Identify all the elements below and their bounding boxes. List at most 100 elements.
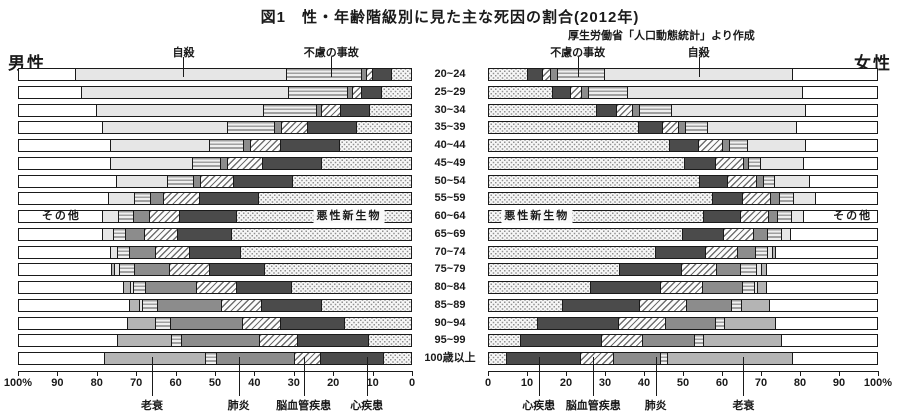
male-axis-tick (136, 371, 138, 376)
age-label-100歳以上: 100歳以上 (424, 352, 476, 364)
bar-segment-肺炎 (156, 299, 222, 311)
age-label-70~74: 70~74 (434, 245, 466, 258)
bar-segment-老衰 (760, 264, 766, 276)
bar-segment-その他 (803, 157, 877, 169)
bar-segment-不慮の事故 (660, 353, 667, 364)
bar-segment-不慮の事故 (226, 122, 274, 134)
age-label-30~34: 30~34 (434, 103, 466, 116)
male-axis-tick-label: 60 (169, 377, 182, 389)
bar-segment-脳血管疾患 (143, 228, 178, 240)
bar-segment-自殺 (670, 104, 806, 116)
bar-row-female-20~24 (488, 68, 878, 81)
bar-segment-不慮の事故 (587, 86, 627, 98)
female-axis-tick-label: 30 (598, 377, 612, 389)
bar-segment-不慮の事故 (119, 264, 134, 276)
bar-segment-自殺 (747, 140, 806, 151)
bar-segment-自殺 (767, 246, 773, 258)
bar-row-female-45~49 (488, 156, 878, 170)
bar-segment-その他 (19, 86, 81, 98)
bar-segment-悪性新生物 (489, 140, 669, 151)
bar-segment-自殺 (80, 86, 289, 98)
bar-segment-その他 (19, 211, 102, 222)
bar-segment-老衰 (703, 335, 781, 347)
inline-label-悪性新生物: 悪性新生物 (313, 210, 385, 223)
bar-segment-その他 (801, 86, 877, 98)
bar-segment-脳血管疾患 (280, 122, 307, 134)
bar-segment-不慮の事故 (730, 299, 742, 311)
bar-segment-悪性新生物 (489, 86, 553, 98)
bar-segment-老衰 (724, 317, 775, 329)
bar-segment-不慮の事故 (112, 228, 126, 240)
bar-row-male-35~39 (18, 121, 412, 135)
bar-segment-心疾患 (297, 335, 368, 347)
bar-segment-心疾患 (372, 69, 391, 80)
bar-row-female-90~94 (488, 316, 878, 330)
bar-segment-心疾患 (527, 69, 542, 80)
bar-segment-悪性新生物 (489, 299, 562, 311)
bar-segment-老衰 (741, 299, 770, 311)
male-axis-tick-label: 90 (51, 377, 64, 389)
bar-segment-悪性新生物 (338, 140, 412, 151)
bar-segment-悪性新生物 (321, 157, 411, 169)
bar-row-female-65~69 (488, 227, 878, 241)
bar-segment-自殺 (107, 193, 134, 205)
bar-segment-自殺 (603, 69, 792, 80)
bar-segment-心疾患 (683, 157, 716, 169)
male-axis-tick-label: 40 (248, 377, 261, 389)
bar-segment-脳血管疾患 (259, 335, 298, 347)
leader-line-心疾患 (538, 357, 540, 396)
bar-row-male-25~29 (18, 85, 412, 99)
bar-segment-不慮の事故 (741, 282, 754, 293)
bar-segment-肺炎 (150, 193, 163, 205)
bar-segment-悪性新生物 (489, 264, 619, 276)
age-label-90~94: 90~94 (434, 316, 466, 329)
bar-segment-肺炎 (641, 335, 695, 347)
bar-segment-脳血管疾患 (541, 69, 551, 80)
bar-segment-悪性新生物 (489, 282, 590, 293)
bar-segment-心疾患 (198, 193, 258, 205)
bar-segment-不慮の事故 (288, 86, 348, 98)
female-axis-tick (878, 371, 879, 376)
bar-segment-肺炎 (767, 211, 777, 222)
bar-segment-自殺 (755, 264, 761, 276)
bar-row-female-75~79 (488, 263, 878, 277)
bar-segment-悪性新生物 (381, 86, 412, 98)
bar-segment-老衰 (111, 264, 115, 276)
bar-segment-不慮の事故 (739, 264, 756, 276)
bar-segment-不慮の事故 (205, 353, 216, 364)
bar-segment-不慮の事故 (209, 140, 243, 151)
bar-segment-その他 (795, 122, 878, 134)
bar-segment-脳血管疾患 (661, 122, 679, 134)
male-axis-tick (412, 371, 413, 376)
bar-segment-脳血管疾患 (196, 282, 236, 293)
bar-segment-心疾患 (699, 175, 727, 187)
bar-segment-肺炎 (129, 246, 156, 258)
bar-segment-肺炎 (133, 264, 170, 276)
bar-segment-不慮の事故 (754, 246, 768, 258)
female-axis-tick (839, 371, 840, 376)
bar-segment-脳血管疾患 (169, 264, 209, 276)
bar-segment-心疾患 (177, 228, 231, 240)
bar-segment-肺炎 (685, 299, 731, 311)
leader-line-肺炎 (655, 357, 657, 396)
bar-segment-心疾患 (279, 317, 345, 329)
bar-segment-肺炎 (550, 69, 557, 80)
bar-segment-肺炎 (219, 157, 227, 169)
bar-segment-悪性新生物 (292, 175, 412, 187)
bar-segment-不慮の事故 (142, 299, 157, 311)
bar-segment-悪性新生物 (240, 246, 412, 258)
age-label-95~99: 95~99 (434, 334, 466, 347)
bar-segment-心疾患 (668, 140, 699, 151)
bar-segment-心疾患 (360, 86, 382, 98)
bar-segment-心疾患 (188, 246, 241, 258)
bar-segment-その他 (19, 299, 129, 311)
cause-label-老衰: 老衰 (140, 400, 163, 412)
bar-segment-肺炎 (169, 317, 243, 329)
age-label-25~29: 25~29 (434, 85, 466, 98)
bar-segment-肺炎 (580, 86, 588, 98)
bar-segment-悪性新生物 (257, 193, 411, 205)
female-axis-tick-label: 0 (484, 377, 492, 389)
leader-line-不慮の事故 (577, 57, 579, 77)
cause-label-脳血管疾患: 脳血管疾患 (276, 400, 332, 412)
